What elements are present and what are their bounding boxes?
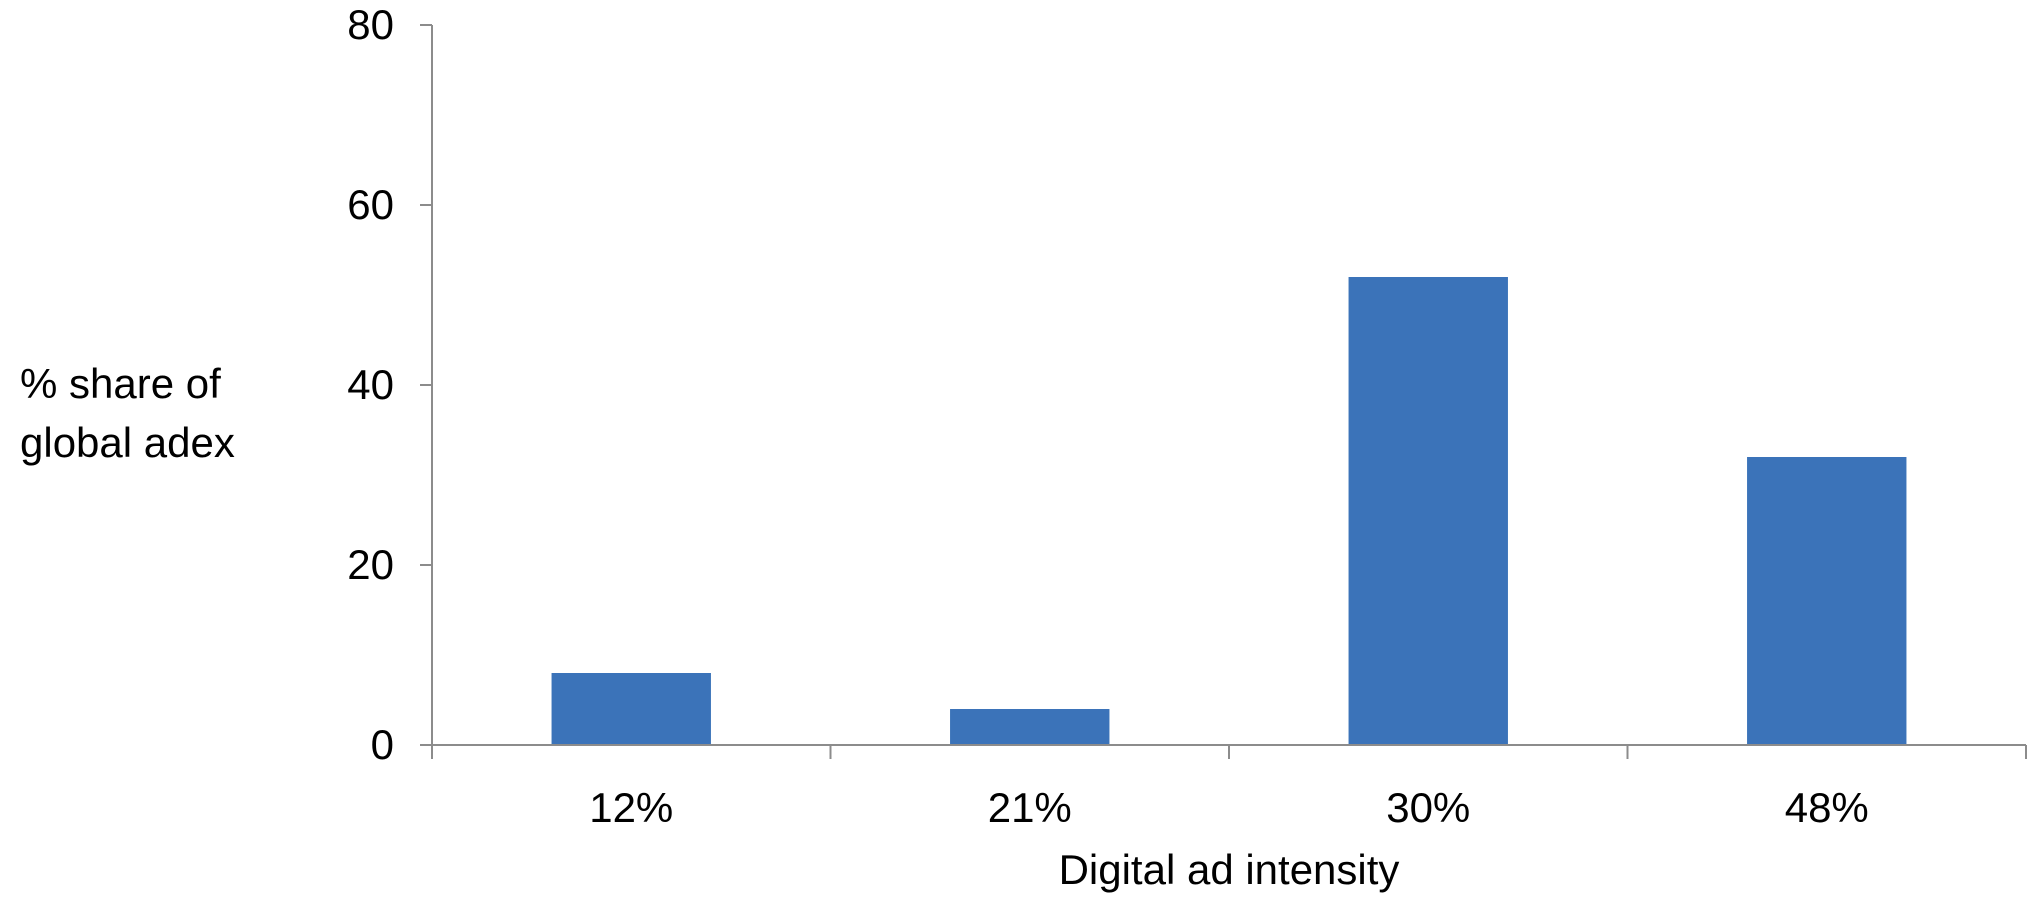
y-axis-title-line-2: global adex [20,419,235,466]
y-tick-label: 80 [347,1,394,48]
y-tick-label: 0 [371,721,394,768]
y-axis-title-line-1: % share of [20,360,221,407]
y-tick-label: 20 [347,541,394,588]
y-tick-label: 40 [347,361,394,408]
bars [551,277,1907,745]
y-tick-label: 60 [347,181,394,228]
x-axis-title: Digital ad intensity [1059,846,1400,893]
y-axis-ticks: 0 20 40 60 80 [347,1,432,768]
bar-48pct [1747,457,1907,745]
bar-30pct [1348,277,1508,745]
bar-12pct [551,673,711,745]
x-tick-label: 21% [988,784,1072,831]
x-axis-ticks: 12% 21% 30% 48% [431,745,2027,831]
x-tick-label: 48% [1785,784,1869,831]
x-tick-label: 12% [589,784,673,831]
x-tick-label: 30% [1386,784,1470,831]
y-axis-title: % share of global adex [20,360,235,466]
bar-21pct [950,709,1110,745]
